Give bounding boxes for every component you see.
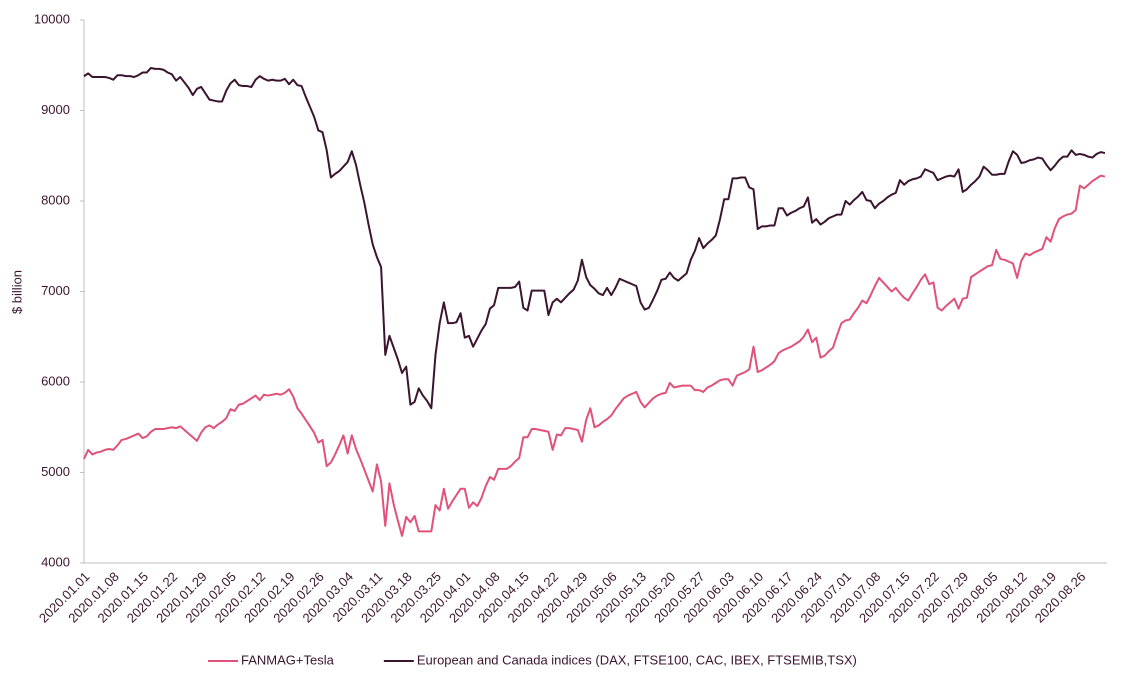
y-tick-label: 9000 [41, 102, 70, 117]
y-tick-label: 8000 [41, 192, 70, 207]
y-axis-title: $ billion [9, 270, 24, 314]
y-tick-label: 7000 [41, 283, 70, 298]
y-tick-label: 10000 [34, 11, 70, 26]
y-tick-label: 5000 [41, 464, 70, 479]
y-tick-label: 4000 [41, 554, 70, 569]
legend-label: FANMAG+Tesla [241, 652, 335, 667]
series-line [83, 66, 1106, 410]
legend-label: European and Canada indices (DAX, FTSE10… [417, 652, 857, 667]
y-tick-label: 6000 [41, 373, 70, 388]
series-line [83, 174, 1106, 537]
